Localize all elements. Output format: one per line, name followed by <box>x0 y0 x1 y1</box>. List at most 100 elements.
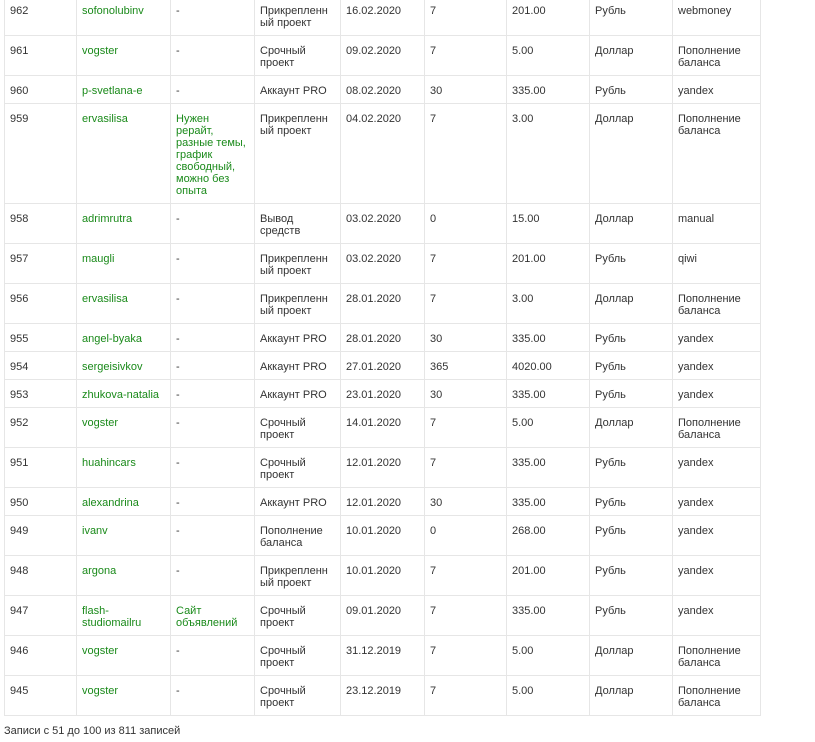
cell-date: 12.01.2020 <box>340 487 425 516</box>
cell-desc: - <box>170 379 255 408</box>
cell-desc: Сайт объявлений <box>170 595 255 636</box>
cell-amount: 15.00 <box>506 203 590 244</box>
table-row: 948 argona - Прикрепленный проект 10.01.2020… <box>4 555 761 596</box>
table-row: 955 angel-byaka - Аккаунт PRO 28.01.2020 30 33… <box>4 323 761 352</box>
user-link[interactable]: flash-studiomailru <box>82 605 142 629</box>
cell-id: 945 <box>4 675 77 716</box>
user-link[interactable]: adrimrutra <box>82 213 133 225</box>
cell-amount: 201.00 <box>506 0 590 36</box>
cell-date: 12.01.2020 <box>340 447 425 488</box>
cell-currency: Рубль <box>589 243 673 284</box>
cell-desc: - <box>170 487 255 516</box>
cell-service: Аккаунт PRO <box>254 487 341 516</box>
cell-desc: - <box>170 675 255 716</box>
cell-method: yandex <box>672 487 761 516</box>
payments-table: 962 sofonolubinv - Прикрепленный проект 16.0… <box>4 0 761 716</box>
cell-date: 03.02.2020 <box>340 243 425 284</box>
cell-service: Срочный проект <box>254 635 341 676</box>
cell-date: 09.01.2020 <box>340 595 425 636</box>
cell-method: yandex <box>672 323 761 352</box>
cell-amount: 5.00 <box>506 675 590 716</box>
user-link[interactable]: alexandrina <box>82 497 139 509</box>
cell-id: 952 <box>4 407 77 448</box>
cell-currency: Доллар <box>589 203 673 244</box>
cell-service: Аккаунт PRO <box>254 323 341 352</box>
cell-desc: - <box>170 203 255 244</box>
cell-currency: Доллар <box>589 635 673 676</box>
user-link[interactable]: zhukova-natalia <box>82 389 160 401</box>
table-row: 959 ervasilisa Нужен рерайт, разные темы, … <box>4 103 761 204</box>
user-link[interactable]: angel-byaka <box>82 333 142 345</box>
cell-user: vogster <box>76 35 171 76</box>
cell-currency: Рубль <box>589 0 673 36</box>
cell-service: Прикрепленный проект <box>254 243 341 284</box>
cell-date: 04.02.2020 <box>340 103 425 204</box>
user-link[interactable]: p-svetlana-e <box>82 85 143 97</box>
table-row: 951 huahincars - Срочный проект 12.01.2020 7 3… <box>4 447 761 488</box>
cell-amount: 3.00 <box>506 103 590 204</box>
user-link[interactable]: vogster <box>82 685 119 697</box>
cell-currency: Рубль <box>589 447 673 488</box>
cell-id: 954 <box>4 351 77 380</box>
table-row: 954 sergeisivkov - Аккаунт PRO 27.01.2020 365… <box>4 351 761 380</box>
cell-method: yandex <box>672 379 761 408</box>
cell-desc: - <box>170 283 255 324</box>
cell-days: 365 <box>424 351 507 380</box>
cell-days: 7 <box>424 635 507 676</box>
table-container: 962 sofonolubinv - Прикрепленный проект 16.0… <box>4 0 761 738</box>
cell-currency: Рубль <box>589 515 673 556</box>
cell-id: 957 <box>4 243 77 284</box>
cell-service: Пополнение баланса <box>254 515 341 556</box>
cell-days: 7 <box>424 243 507 284</box>
cell-days: 7 <box>424 283 507 324</box>
cell-days: 7 <box>424 0 507 36</box>
cell-desc: - <box>170 35 255 76</box>
cell-days: 30 <box>424 379 507 408</box>
cell-id: 953 <box>4 379 77 408</box>
cell-currency: Доллар <box>589 35 673 76</box>
cell-date: 08.02.2020 <box>340 75 425 104</box>
user-link[interactable]: maugli <box>82 253 115 265</box>
cell-user: adrimrutra <box>76 203 171 244</box>
user-link[interactable]: vogster <box>82 645 119 657</box>
cell-currency: Рубль <box>589 555 673 596</box>
user-link[interactable]: ervasilisa <box>82 113 128 125</box>
user-link[interactable]: sergeisivkov <box>82 361 143 373</box>
user-link[interactable]: ervasilisa <box>82 293 128 305</box>
cell-amount: 201.00 <box>506 243 590 284</box>
user-link[interactable]: sofonolubinv <box>82 5 144 17</box>
table-row: 962 sofonolubinv - Прикрепленный проект 16.0… <box>4 0 761 36</box>
cell-currency: Доллар <box>589 675 673 716</box>
cell-days: 30 <box>424 323 507 352</box>
cell-service: Вывод средств <box>254 203 341 244</box>
cell-amount: 5.00 <box>506 35 590 76</box>
cell-method: yandex <box>672 351 761 380</box>
user-link[interactable]: huahincars <box>82 457 136 469</box>
cell-id: 950 <box>4 487 77 516</box>
cell-amount: 3.00 <box>506 283 590 324</box>
cell-user: flash-studiomailru <box>76 595 171 636</box>
cell-method: Пополнение баланса <box>672 635 761 676</box>
user-link[interactable]: vogster <box>82 417 119 429</box>
cell-date: 14.01.2020 <box>340 407 425 448</box>
cell-amount: 335.00 <box>506 447 590 488</box>
cell-date: 09.02.2020 <box>340 35 425 76</box>
table-row: 961 vogster - Срочный проект 09.02.2020 7 5.00… <box>4 35 761 76</box>
cell-user: zhukova-natalia <box>76 379 171 408</box>
user-link[interactable]: ivanv <box>82 525 108 537</box>
table-row: 956 ervasilisa - Прикрепленный проект 28.01.… <box>4 283 761 324</box>
cell-id: 951 <box>4 447 77 488</box>
cell-date: 23.01.2020 <box>340 379 425 408</box>
cell-currency: Рубль <box>589 487 673 516</box>
user-link[interactable]: argona <box>82 565 117 577</box>
cell-currency: Рубль <box>589 379 673 408</box>
cell-method: Пополнение баланса <box>672 407 761 448</box>
table-row: 945 vogster - Срочный проект 23.12.2019 7 5.00… <box>4 675 761 716</box>
cell-currency: Рубль <box>589 595 673 636</box>
cell-desc: - <box>170 515 255 556</box>
cell-days: 7 <box>424 447 507 488</box>
table-row: 952 vogster - Срочный проект 14.01.2020 7 5.00… <box>4 407 761 448</box>
cell-desc: - <box>170 447 255 488</box>
user-link[interactable]: vogster <box>82 45 119 57</box>
cell-user: maugli <box>76 243 171 284</box>
